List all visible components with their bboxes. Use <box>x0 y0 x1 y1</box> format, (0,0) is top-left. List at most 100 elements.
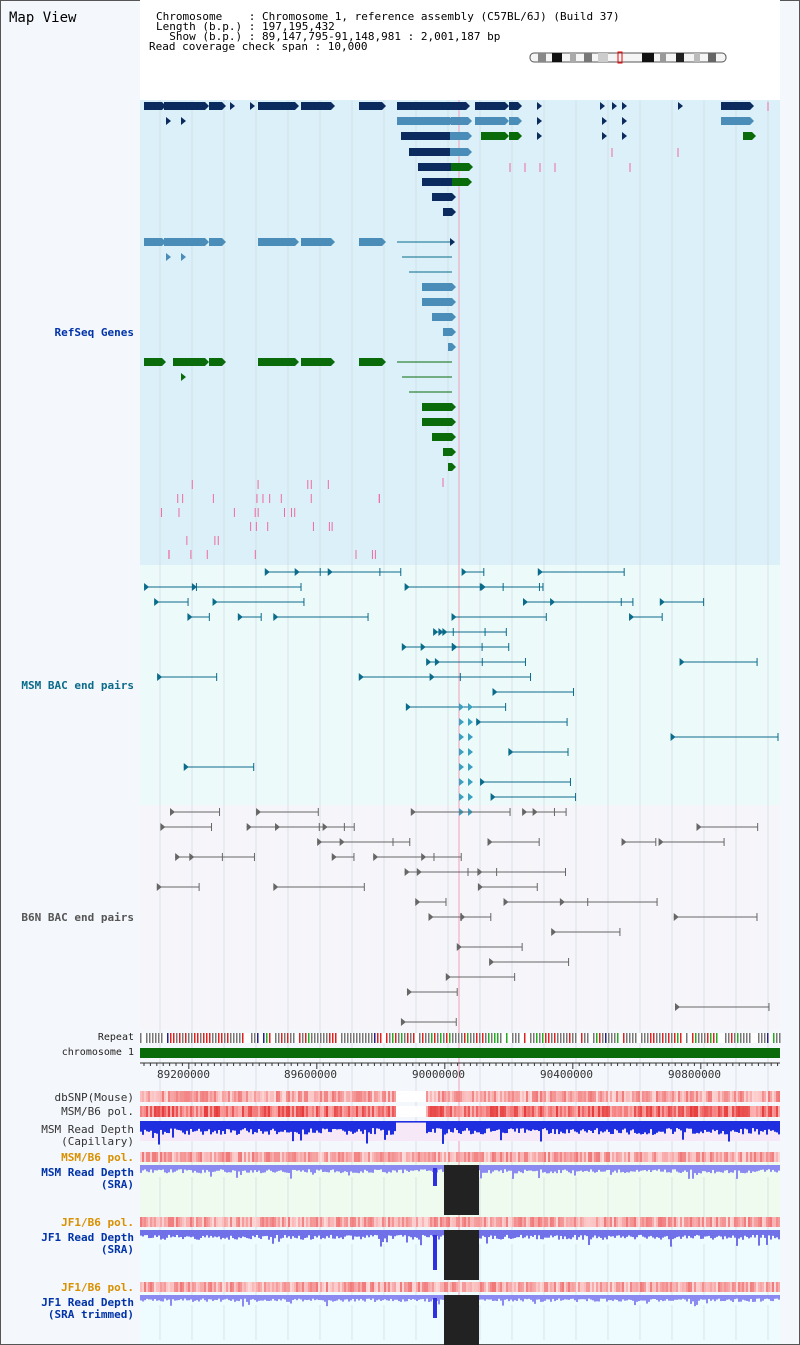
depth-bar <box>158 1121 160 1145</box>
repeat-element <box>395 1033 397 1043</box>
heat-cell <box>438 1091 440 1102</box>
heat-cell <box>320 1091 322 1102</box>
heat-cell <box>540 1282 542 1292</box>
heat-cell <box>536 1091 538 1102</box>
feature-marker <box>181 373 186 381</box>
heat-cell <box>396 1106 398 1117</box>
heat-cell <box>582 1106 584 1117</box>
heat-cell <box>400 1152 402 1162</box>
heat-cell <box>236 1282 238 1292</box>
depth-bar <box>412 1121 414 1123</box>
depth-bar <box>302 1165 304 1171</box>
gene-exon <box>432 313 452 321</box>
heat-cell <box>454 1217 456 1227</box>
depth-bar <box>438 1121 440 1129</box>
heat-cell <box>380 1091 382 1102</box>
gene-exon <box>164 238 205 246</box>
heat-cell <box>666 1106 668 1117</box>
heat-cell <box>526 1152 528 1162</box>
depth-bar <box>202 1165 204 1170</box>
depth-bar <box>422 1165 424 1170</box>
depth-bar <box>726 1295 728 1300</box>
heat-cell <box>338 1217 340 1227</box>
depth-bar <box>540 1121 542 1142</box>
heat-cell <box>224 1217 226 1227</box>
heat-cell <box>716 1106 718 1117</box>
bac-end <box>659 598 665 606</box>
heat-cell <box>226 1091 228 1102</box>
b6n-bac-label[interactable]: B6N BAC end pairs <box>21 911 134 924</box>
heat-cell <box>536 1106 538 1117</box>
depth-bar <box>204 1165 206 1173</box>
depth-bar <box>382 1165 384 1173</box>
depth-bar <box>676 1165 678 1172</box>
depth-bar <box>330 1165 332 1171</box>
bac-end <box>508 748 514 756</box>
depth-bar <box>518 1295 520 1299</box>
heat-cell <box>454 1152 456 1162</box>
depth-bar <box>602 1295 604 1299</box>
heat-cell <box>490 1217 492 1227</box>
heat-cell <box>480 1106 482 1117</box>
depth-bar <box>620 1295 622 1302</box>
depth-bar <box>516 1121 518 1129</box>
repeat-element <box>350 1033 352 1043</box>
refseq-label[interactable]: RefSeq Genes <box>54 326 134 339</box>
depth-bar <box>238 1230 240 1238</box>
heat-cell <box>146 1091 148 1102</box>
heat-cell <box>430 1217 432 1227</box>
heat-cell <box>564 1217 566 1227</box>
depth-bar <box>768 1295 770 1300</box>
strand-arrow <box>505 132 509 140</box>
heat-cell <box>366 1106 368 1117</box>
heat-cell <box>730 1282 732 1292</box>
heat-cell <box>470 1106 472 1117</box>
heat-cell <box>468 1282 470 1292</box>
depth-bar <box>772 1165 774 1170</box>
heat-cell <box>774 1152 776 1162</box>
heat-cell <box>238 1091 240 1102</box>
heat-cell <box>312 1152 314 1162</box>
strand-arrow <box>295 102 299 110</box>
chromosome-ideogram[interactable] <box>0 0 800 70</box>
heat-cell <box>284 1282 286 1292</box>
depth-bar <box>776 1230 778 1238</box>
msm-bac-label[interactable]: MSM BAC end pairs <box>21 679 134 692</box>
heat-cell <box>348 1106 350 1117</box>
depth-bar <box>406 1295 408 1302</box>
heat-cell <box>606 1106 608 1117</box>
heat-cell <box>742 1091 744 1102</box>
depth-bar <box>708 1121 710 1132</box>
heat-cell <box>372 1282 374 1292</box>
heat-cell <box>374 1106 376 1117</box>
depth-bar <box>742 1295 744 1300</box>
heat-cell <box>418 1282 420 1292</box>
depth-bar <box>774 1295 776 1299</box>
heat-cell <box>586 1282 588 1292</box>
heat-cell <box>178 1217 180 1227</box>
heat-cell <box>210 1217 212 1227</box>
depth-bar <box>308 1230 310 1236</box>
depth-bar <box>362 1230 364 1237</box>
depth-bar <box>362 1295 364 1301</box>
heat-cell <box>388 1106 390 1117</box>
heat-cell <box>230 1282 232 1292</box>
heat-cell <box>766 1282 768 1292</box>
heat-cell <box>488 1217 490 1227</box>
heat-cell <box>494 1152 496 1162</box>
heat-cell <box>550 1091 552 1102</box>
heat-cell <box>412 1217 414 1227</box>
heat-cell <box>532 1091 534 1102</box>
heat-cell <box>734 1217 736 1227</box>
depth-bar <box>348 1295 350 1302</box>
depth-bar <box>326 1230 328 1237</box>
depth-bar <box>184 1295 186 1299</box>
depth-bar <box>248 1230 250 1239</box>
repeat-element <box>671 1033 673 1043</box>
heat-cell <box>472 1282 474 1292</box>
depth-bar <box>562 1165 564 1171</box>
depth-bar <box>564 1121 566 1134</box>
depth-bar <box>406 1121 408 1123</box>
depth-bar <box>224 1295 226 1300</box>
